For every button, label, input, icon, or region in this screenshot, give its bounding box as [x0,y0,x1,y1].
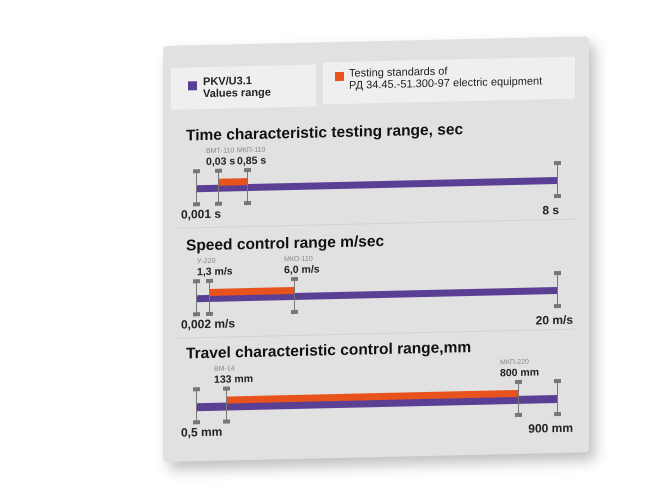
std-from-tick-top-marker [223,386,230,391]
min-tick-bottom-marker [193,420,200,425]
range-min-value: 0,5 mm [181,424,223,440]
std-from-value: 133 mm [214,372,254,386]
max-tick-top-marker [554,160,561,166]
std-from-tick-bottom-marker [206,311,213,317]
max-tick-bottom-marker [554,193,561,199]
std-to-device: МКО-110 [284,255,313,264]
min-tick-top-marker [193,169,200,174]
std-to-tick [247,170,248,203]
std-from-device: У-220 [197,257,216,266]
legend-pkv: PKV/U3.1 Values range [171,64,316,110]
range-title: Time characteristic testing range, sec [186,121,464,145]
standards-swatch [335,71,344,82]
section-divider [177,328,577,339]
std-to-value: 800 mm [500,366,540,380]
range-max-value: 20 m/s [535,312,573,328]
std-to-device: МКП-220 [500,358,529,367]
range-min-value: 0,002 m/s [181,316,236,332]
min-tick [196,281,197,314]
std-to-tick [518,381,519,414]
range-title: Travel characteristic control range,mm [186,339,472,363]
pkv-label-2: Values range [203,86,271,101]
std-to-tick-top-marker [291,276,298,282]
std-from-tick-bottom-marker [223,419,230,424]
std-from-tick [226,388,227,421]
std-from-tick [209,280,210,313]
max-tick-top-marker [554,270,561,276]
std-to-value: 0,85 s [237,154,267,168]
section-divider [177,218,577,229]
std-to-device: МКП-110 [237,146,266,155]
range-card: PKV/U3.1 Values range Testing standards … [163,36,589,463]
std-to-tick-bottom-marker [515,412,522,418]
pkv-swatch [188,81,197,91]
std-to-tick-bottom-marker [244,201,251,206]
std-from-tick-top-marker [206,278,213,284]
min-tick [196,389,197,422]
min-tick-top-marker [193,279,200,284]
std-from-tick [218,170,219,203]
min-tick-top-marker [193,387,200,392]
std-from-value: 0,03 s [206,155,236,169]
std-to-tick-bottom-marker [291,309,298,315]
max-tick-top-marker [554,378,561,384]
range-max-value: 900 mm [528,420,573,436]
max-tick-bottom-marker [554,303,561,309]
std-to-tick-top-marker [515,379,522,385]
range-title: Speed control range m/sec [186,232,385,255]
range-max-value: 8 s [542,203,559,218]
max-tick [557,163,558,196]
pkv-range-bar [196,177,557,193]
max-tick [557,273,558,306]
std-to-tick [294,279,295,312]
std-to-tick-top-marker [244,168,251,173]
std-from-value: 1,3 m/s [197,265,233,279]
std-from-device: ВМ-14 [214,365,235,373]
min-tick-bottom-marker [193,312,200,317]
std-to-value: 6,0 m/s [284,263,320,277]
std-from-tick-bottom-marker [215,201,222,206]
range-min-value: 0,001 s [181,206,222,222]
min-tick [196,171,197,204]
legend-standards: Testing standards of РД 34.45.-51.300-97… [323,56,575,105]
std-from-device: ВМТ-110 [206,147,235,156]
max-tick-bottom-marker [554,411,561,417]
max-tick [557,381,558,414]
pkv-label-1: PKV/U3.1 [203,74,252,89]
standard-range-bar [218,178,247,186]
std-from-tick-top-marker [215,168,222,173]
min-tick-bottom-marker [193,202,200,207]
